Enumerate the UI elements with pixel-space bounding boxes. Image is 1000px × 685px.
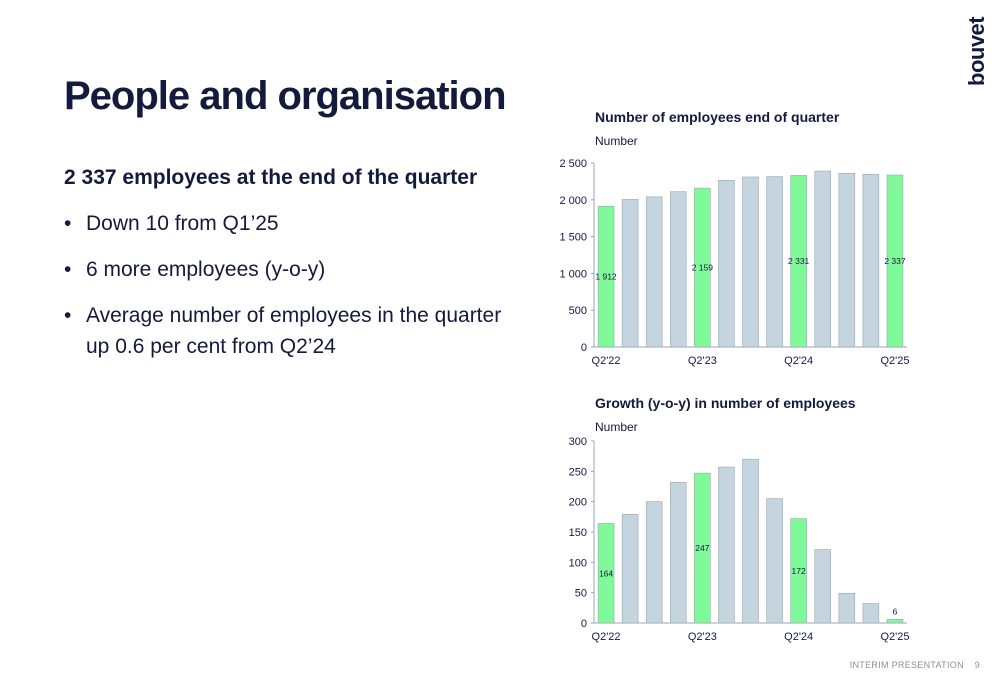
bullet-list: Down 10 from Q1’25 6 more employees (y-o… [64, 208, 504, 377]
y-tick-label: 500 [569, 305, 587, 317]
page-number: 9 [974, 660, 980, 670]
data-label: 2 159 [692, 263, 714, 273]
bar-Q223 [694, 187, 711, 348]
y-tick-label: 250 [569, 466, 587, 478]
employees-bar-chart: 0 500 1 000 1 500 2 000 2 500 1 912 Q2'22 2 159 Q… [559, 158, 909, 367]
bouvet-logo: bouvet [958, 16, 998, 90]
page-title: People and organisation [64, 74, 507, 118]
bar-Q324 [814, 549, 831, 624]
bar-Q424 [838, 592, 856, 624]
bar-Q322 [621, 199, 639, 348]
y-tick-label: 2 500 [559, 158, 587, 170]
footer-label: INTERIM PRESENTATION [849, 660, 964, 670]
x-tick-label: Q2'25 [880, 355, 909, 367]
data-label: 2 331 [788, 256, 810, 266]
bar-Q324 [814, 170, 831, 348]
bar-Q223 [694, 472, 711, 624]
chart-title-employees: Number of employees end of quarter [595, 109, 840, 125]
x-tick-label: Q2'23 [688, 355, 717, 367]
bar-Q123 [670, 481, 687, 624]
bar-Q423 [742, 176, 759, 348]
y-tick-label: 300 [569, 436, 587, 448]
y-tick-label: 0 [581, 342, 587, 354]
bar-Q124 [766, 498, 783, 624]
data-label: 172 [792, 566, 806, 576]
bar-Q424 [838, 173, 856, 348]
bullet-item: Down 10 from Q1’25 [64, 208, 504, 239]
chart-unit-growth: Number [595, 420, 638, 434]
bar-Q222 [597, 205, 615, 348]
x-tick-label: Q2'22 [592, 355, 621, 367]
bar-Q322 [621, 514, 639, 624]
data-label: 164 [599, 568, 613, 578]
y-tick-label: 200 [569, 497, 587, 509]
y-tick-label: 1 500 [559, 232, 587, 244]
x-tick-label: Q2'24 [784, 631, 813, 643]
x-tick-label: Q2'23 [688, 631, 717, 643]
chart-title-growth: Growth (y-o-y) in number of employees [595, 395, 856, 411]
data-label: 1 912 [595, 272, 617, 282]
bar-Q423 [742, 458, 759, 624]
bar-Q124 [766, 176, 783, 348]
data-label: 6 [893, 606, 898, 616]
data-label: 2 337 [884, 256, 906, 266]
bar-Q323 [718, 466, 735, 624]
bar-Q225 [886, 619, 904, 624]
chart-unit-employees: Number [595, 134, 638, 148]
bar-Q125 [862, 603, 880, 624]
bar-Q422 [645, 196, 663, 348]
bullet-item: 6 more employees (y-o-y) [64, 254, 504, 285]
y-tick-label: 1 000 [559, 268, 587, 280]
bar-Q422 [645, 501, 663, 624]
bar-Q224 [790, 175, 807, 348]
y-tick-label: 100 [569, 557, 587, 569]
bar-Q323 [718, 179, 735, 348]
headline: 2 337 employees at the end of the quarte… [64, 166, 478, 189]
bar-Q123 [670, 191, 687, 348]
growth-bar-chart: 0 50 100 150 200 250 300 164 Q2'22 247 Q2'23 172 Q2'… [569, 436, 910, 643]
x-tick-label: Q2'22 [592, 631, 621, 643]
bar-Q125 [862, 173, 880, 348]
bar-Q225 [886, 174, 904, 348]
bar-Q222 [597, 523, 615, 624]
logo-text: bouvet [964, 16, 989, 86]
bullet-item: Average number of employees in the quart… [64, 300, 504, 362]
y-tick-label: 150 [569, 527, 587, 539]
y-tick-label: 50 [575, 588, 587, 600]
bar-Q224 [790, 518, 807, 624]
footer: INTERIM PRESENTATION 9 [842, 660, 980, 670]
y-tick-label: 2 000 [559, 195, 587, 207]
data-label: 247 [695, 543, 709, 553]
x-tick-label: Q2'25 [880, 631, 909, 643]
x-tick-label: Q2'24 [784, 355, 813, 367]
y-tick-label: 0 [581, 618, 587, 630]
